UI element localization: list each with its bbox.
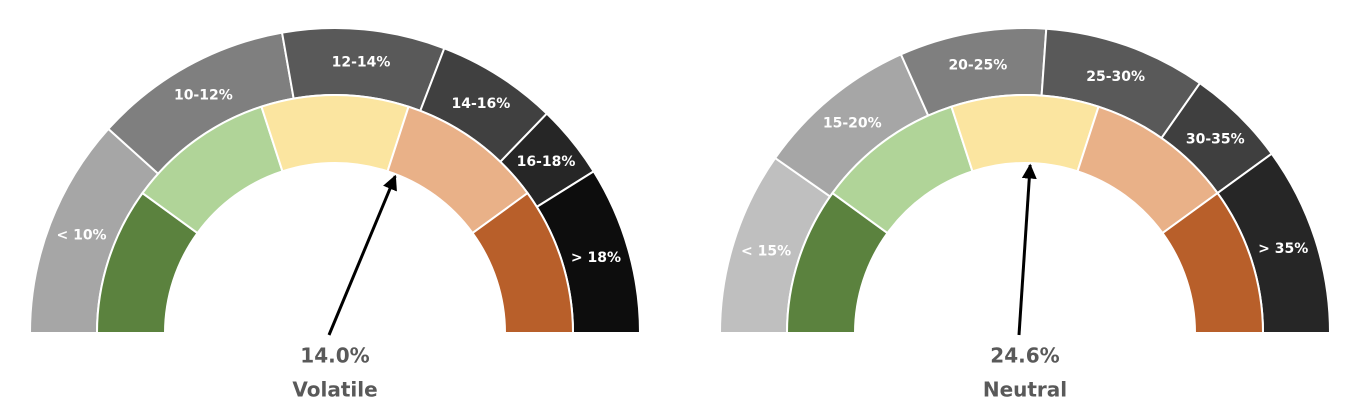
segment-label: 25-30% [1086, 69, 1145, 85]
needle-status: Volatile [292, 378, 377, 402]
segment-label: 15-20% [823, 116, 882, 132]
segment-label: 30-35% [1186, 131, 1245, 147]
needle [1017, 163, 1037, 336]
inner-band [950, 94, 1100, 173]
segment-label: 16-18% [517, 154, 576, 170]
needle-status: Neutral [983, 378, 1067, 402]
inner-band [1161, 191, 1265, 334]
inner-band [260, 94, 410, 173]
segment-label: > 35% [1258, 241, 1308, 257]
inner-band [471, 191, 575, 334]
segment-label: 20-25% [948, 58, 1007, 74]
needle-value: 24.6% [990, 344, 1059, 368]
needle-value: 14.0% [300, 344, 369, 368]
segment-label: < 10% [56, 228, 106, 244]
segment-label: 10-12% [174, 88, 233, 104]
segment-label: > 18% [571, 250, 621, 266]
needle [327, 174, 397, 336]
segment-label: 12-14% [332, 55, 391, 71]
segment-label: < 15% [741, 243, 791, 259]
segment-label: 14-16% [451, 96, 510, 112]
